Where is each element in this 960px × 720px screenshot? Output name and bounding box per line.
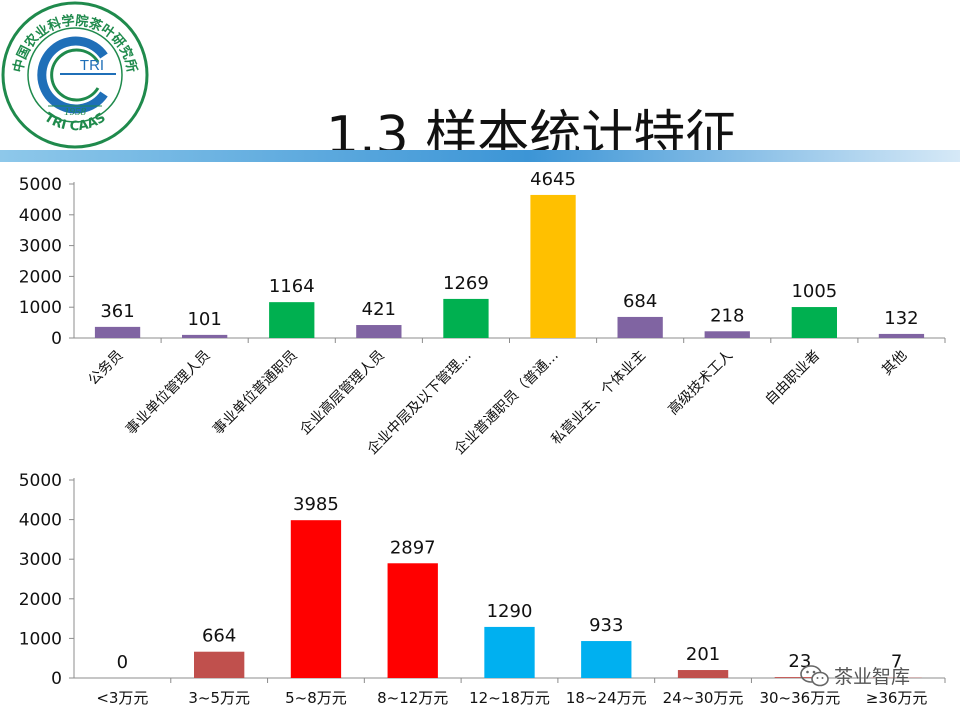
tri-caas-logo: 中国农业科学院茶叶研究所 TRI CAAS TRI 1958 [1,1,149,149]
logo-inner-c-mark [50,48,100,102]
bar [182,334,228,338]
bar [581,641,632,678]
x-tick-label: 事业单位管理人员 [123,348,214,439]
y-tick-label: 1000 [19,298,62,318]
bar [94,326,141,338]
y-tick-label: 5000 [19,471,62,491]
bar [356,325,402,338]
y-tick-label: 3000 [19,237,62,257]
data-label: 361 [100,301,134,322]
bar [387,563,438,678]
y-tick-label: 2000 [19,590,62,610]
watermark: 茶业智库 [800,662,910,689]
x-tick-label: 18~24万元 [566,689,647,707]
y-tick-label: 0 [51,669,62,689]
x-tick-label: ≥36万元 [866,689,928,707]
data-label: 4645 [530,169,576,190]
x-tick-label: 私营业主、个体业主 [549,348,649,448]
bar [530,194,576,338]
title-divider-bar [0,150,960,162]
y-tick-label: 1000 [19,629,62,649]
data-label: 1164 [269,276,315,297]
bar [290,520,342,678]
data-label: 1290 [487,601,533,622]
y-tick-label: 0 [51,329,62,349]
data-label: 933 [589,615,623,636]
data-label: 1005 [791,281,837,302]
logo-center-text: TRI [80,57,104,74]
watermark-text: 茶业智库 [834,666,911,688]
data-label: 2897 [390,537,436,558]
wechat-icon [800,664,829,686]
x-tick-label: 5~8万元 [285,689,347,707]
income-bar-chart: 0 1000 2000 3000 4000 5000 0 <3万元 664 3~5万元 3985 5~… [19,471,946,707]
x-tick-label: 12~18万元 [469,689,550,707]
data-label: 7 [891,652,902,673]
x-tick-label: 3~5万元 [188,689,250,707]
bar [878,333,925,338]
y-tick-label: 2000 [19,267,62,287]
x-tick-label: 24~30万元 [663,689,744,707]
x-tick-label: 30~36万元 [759,689,840,707]
logo-year: 1958 [64,106,87,118]
bar [774,677,825,678]
data-label: 1269 [443,273,489,294]
logo-c-mark [37,36,108,114]
data-label: 421 [362,299,396,320]
bar [194,651,245,678]
y-tick-label: 4000 [19,206,62,226]
data-label: 3985 [293,494,339,515]
occupation-bar-chart: 0 1000 2000 3000 4000 5000 361 公务员 101 事业单位管理人员 11… [19,169,946,458]
data-label: 664 [202,626,236,647]
x-tick-label: 高级技术工人 [665,347,736,418]
data-label: 684 [623,291,657,312]
data-label: 101 [187,309,221,330]
y-tick-label: 4000 [19,511,62,531]
data-label: 201 [686,644,720,665]
bar [269,302,315,338]
x-tick-label: 其他 [879,348,910,379]
x-tick-label: 企业高层管理人员 [296,347,387,438]
data-label: 132 [884,308,918,329]
data-label: 0 [117,652,128,673]
data-label: 218 [710,305,744,326]
x-tick-label: 事业单位普通职员 [210,348,301,439]
bar [791,307,837,338]
y-tick-label: 5000 [19,175,62,195]
bar [677,670,729,678]
y-tick-label: 3000 [19,550,62,570]
bar [617,316,663,338]
bar [704,331,750,338]
x-tick-label: 公务员 [85,348,126,389]
x-tick-label: <3万元 [96,689,148,707]
x-tick-label: 8~12万元 [377,689,448,707]
bar [443,298,489,338]
x-tick-label: 自由职业者 [762,348,823,409]
bar [484,626,535,678]
